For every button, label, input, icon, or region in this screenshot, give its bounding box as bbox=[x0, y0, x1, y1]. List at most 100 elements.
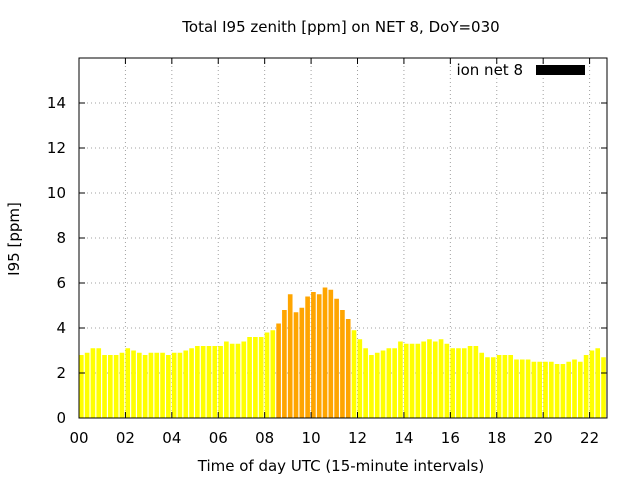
legend: ion net 8 bbox=[456, 61, 585, 79]
bar bbox=[79, 355, 84, 418]
bar bbox=[409, 343, 415, 418]
bar bbox=[264, 332, 270, 418]
bar bbox=[380, 350, 386, 418]
bar bbox=[293, 312, 299, 418]
bar bbox=[438, 339, 444, 418]
bar bbox=[154, 352, 160, 418]
bar bbox=[316, 294, 322, 418]
bar bbox=[392, 348, 397, 418]
x-tick-label: 06 bbox=[209, 429, 228, 447]
bar bbox=[421, 341, 426, 418]
bar bbox=[212, 346, 218, 418]
x-tick-label: 16 bbox=[441, 429, 460, 447]
x-tick-label: 02 bbox=[116, 429, 135, 447]
bar bbox=[415, 343, 421, 418]
x-tick-label: 20 bbox=[534, 429, 553, 447]
bar bbox=[206, 346, 212, 418]
y-tick-label: 14 bbox=[47, 94, 66, 112]
bar bbox=[311, 292, 316, 418]
bar bbox=[328, 289, 334, 418]
bar bbox=[189, 348, 194, 418]
chart-title: Total I95 zenith [ppm] on NET 8, DoY=030 bbox=[181, 18, 499, 36]
bar bbox=[369, 355, 374, 418]
bar bbox=[502, 355, 508, 418]
x-tick-label: 14 bbox=[394, 429, 413, 447]
bar bbox=[456, 348, 461, 418]
bar bbox=[467, 346, 473, 418]
bar bbox=[577, 361, 583, 418]
bar bbox=[166, 355, 171, 418]
y-tick-label: 12 bbox=[47, 139, 66, 157]
bar bbox=[305, 296, 310, 418]
x-tick-label: 10 bbox=[302, 429, 321, 447]
bar bbox=[427, 339, 432, 418]
bar bbox=[340, 310, 345, 418]
axis-ticks bbox=[78, 58, 607, 419]
bar bbox=[218, 346, 223, 418]
bar bbox=[96, 348, 102, 418]
bar bbox=[357, 339, 363, 418]
bar bbox=[119, 352, 125, 418]
bar bbox=[90, 348, 96, 418]
bar bbox=[531, 361, 537, 418]
bar bbox=[270, 330, 276, 418]
y-tick-label: 0 bbox=[56, 409, 66, 427]
y-axis-label: I95 [ppm] bbox=[5, 202, 23, 276]
x-tick-label: 00 bbox=[69, 429, 88, 447]
bar bbox=[537, 361, 543, 418]
bar bbox=[171, 352, 177, 418]
bar bbox=[142, 355, 148, 418]
bar bbox=[160, 352, 165, 418]
bars bbox=[79, 287, 606, 418]
bar bbox=[473, 346, 479, 418]
y-tick-label: 4 bbox=[56, 319, 66, 337]
bar bbox=[148, 352, 154, 418]
bar bbox=[195, 346, 200, 418]
bar bbox=[566, 361, 572, 418]
bar bbox=[444, 343, 450, 418]
bar bbox=[589, 350, 595, 418]
bar bbox=[595, 348, 601, 418]
bar bbox=[108, 355, 113, 418]
x-axis-label: Time of day UTC (15-minute intervals) bbox=[197, 457, 484, 475]
bar bbox=[200, 346, 206, 418]
bar bbox=[432, 341, 438, 418]
bar bbox=[560, 364, 566, 418]
bar bbox=[322, 287, 328, 418]
bar bbox=[461, 348, 467, 418]
bar bbox=[183, 350, 189, 418]
bar bbox=[490, 357, 496, 418]
bar bbox=[235, 343, 241, 418]
bar bbox=[508, 355, 514, 418]
bar bbox=[334, 298, 339, 418]
y-tick-label: 2 bbox=[56, 364, 66, 382]
bar bbox=[554, 364, 560, 418]
bar bbox=[247, 337, 252, 418]
bar bbox=[386, 348, 392, 418]
bar bbox=[363, 348, 368, 418]
bar bbox=[287, 294, 293, 418]
legend-swatch bbox=[536, 65, 585, 75]
bar bbox=[514, 359, 519, 418]
x-tick-label: 12 bbox=[348, 429, 367, 447]
bar bbox=[572, 359, 577, 418]
x-tick-labels: 00 02 04 06 08 10 12 14 16 18 20 22 bbox=[69, 429, 599, 447]
bar bbox=[403, 343, 409, 418]
bar bbox=[519, 359, 525, 418]
x-tick-label: 04 bbox=[162, 429, 181, 447]
y-tick-label: 10 bbox=[47, 184, 66, 202]
bar bbox=[84, 352, 90, 418]
bar bbox=[398, 341, 403, 418]
bar bbox=[224, 341, 229, 418]
bar bbox=[113, 355, 119, 418]
bar bbox=[282, 310, 287, 418]
bar bbox=[276, 323, 281, 418]
bar bbox=[496, 355, 502, 418]
bar bbox=[548, 361, 554, 418]
bar bbox=[543, 361, 548, 418]
bar bbox=[601, 357, 606, 418]
bar bbox=[258, 337, 264, 418]
bar bbox=[345, 319, 351, 418]
bar bbox=[450, 348, 455, 418]
